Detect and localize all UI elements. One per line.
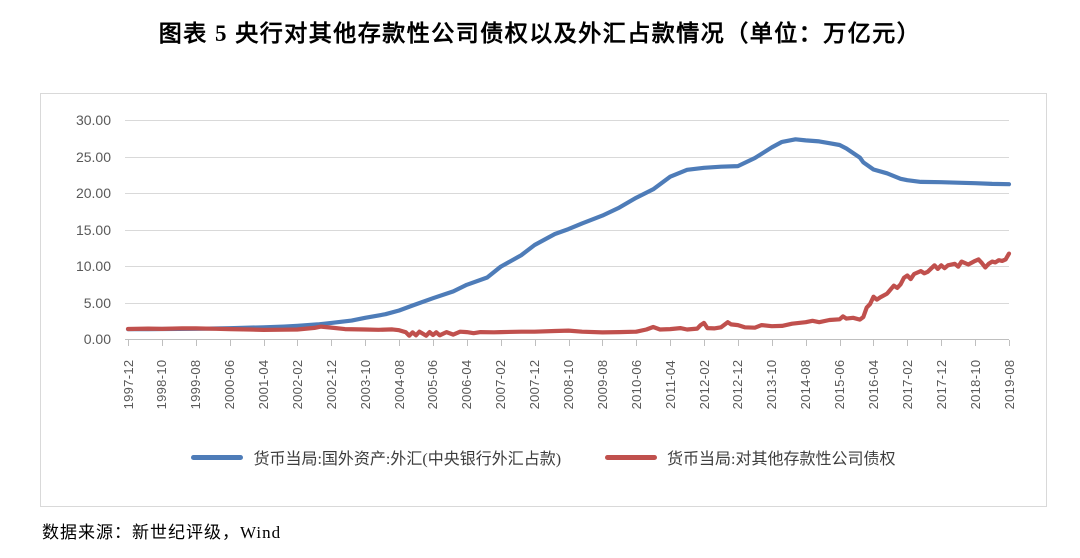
legend-line-sample-red [605, 454, 658, 460]
y-tick-label: 15.00 [75, 221, 111, 238]
y-tick-label: 10.00 [75, 258, 111, 274]
x-tick-mark [1009, 340, 1010, 346]
x-tick-mark [466, 340, 468, 346]
x-tick-mark [399, 340, 401, 346]
gridline [125, 302, 1009, 304]
gridline [125, 120, 1009, 121]
x-tick-mark [975, 340, 977, 346]
y-tick-label: 20.00 [75, 185, 111, 201]
x-tick-mark [534, 340, 536, 346]
x-tick-mark [263, 340, 265, 346]
x-tick-mark [839, 340, 841, 346]
y-tick-label: 5.00 [83, 294, 111, 311]
x-tick-mark [229, 340, 231, 346]
x-tick-mark [602, 340, 604, 346]
x-tick-mark [195, 340, 197, 346]
legend: 货币当局:国外资产:外汇(中央银行外汇占款) 货币当局:对其他存款性公司债权 [41, 445, 1046, 469]
series-line-1 [125, 251, 1012, 338]
x-tick-mark [568, 340, 570, 346]
x-tick-mark [365, 340, 367, 346]
x-tick-mark [704, 340, 706, 346]
y-tick-label: 30.00 [75, 112, 111, 128]
source-note: 数据来源：新世纪评级，Wind [42, 523, 282, 542]
x-tick-mark [161, 340, 163, 346]
gridline [125, 193, 1009, 194]
series-line-0 [125, 137, 1012, 332]
line-plot [125, 137, 1012, 338]
x-tick-mark [500, 340, 502, 346]
x-tick-mark [636, 340, 638, 346]
x-tick-mark [331, 340, 333, 346]
y-tick-label: 25.00 [75, 148, 111, 165]
x-tick-mark [873, 340, 875, 346]
x-tick-mark [805, 340, 807, 346]
x-tick-mark [670, 340, 672, 346]
x-tick-mark [771, 340, 773, 346]
x-tick-mark [941, 340, 943, 346]
y-tick-label: 0.00 [83, 331, 111, 347]
legend-label-fx: 货币当局:国外资产:外汇(中央银行外汇占款) [253, 451, 562, 468]
legend-item-claims: 货币当局:对其他存款性公司债权 [605, 445, 896, 469]
legend-line-sample-blue [191, 454, 244, 460]
chart-title: 图表 5 央行对其他存款性公司债权以及外汇占款情况（单位：万亿元） [158, 21, 922, 46]
x-tick-mark [432, 340, 434, 346]
x-tick-mark [737, 340, 739, 346]
x-tick-mark [297, 340, 299, 346]
chart-area: 0.00 5.00 10.00 15.00 20.00 25.00 30.00 1997-1… [40, 93, 1047, 507]
legend-label-claims: 货币当局:对其他存款性公司债权 [667, 451, 896, 468]
legend-item-fx: 货币当局:国外资产:外汇(中央银行外汇占款) [191, 445, 561, 469]
x-tick-mark [128, 340, 129, 346]
gridline [125, 156, 1009, 158]
x-tick-mark [907, 340, 909, 346]
x-axis-line [125, 339, 1009, 340]
gridline [125, 266, 1009, 267]
